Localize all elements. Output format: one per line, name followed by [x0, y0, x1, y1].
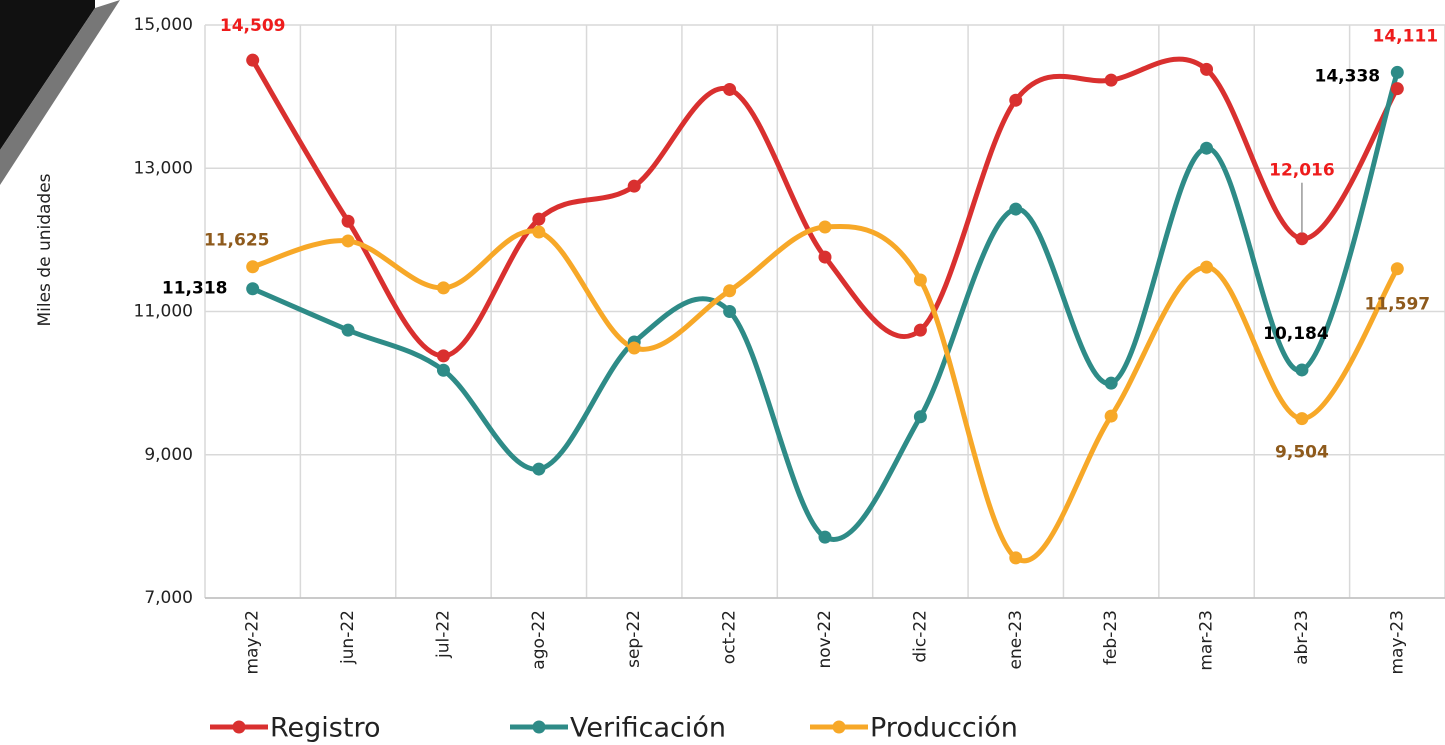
decoration [0, 0, 95, 150]
data-point [818, 220, 832, 234]
legend-label: Producción [870, 713, 1018, 744]
x-tick-label: abr-23 [1292, 610, 1312, 665]
x-tick-label: nov-22 [815, 610, 835, 669]
data-point [913, 323, 927, 337]
data-point [532, 212, 546, 226]
data-point [1295, 412, 1309, 426]
legend-item: Verificación [510, 713, 726, 744]
x-tick-label: jul-22 [433, 610, 453, 659]
legend-swatch-marker [532, 720, 546, 734]
x-tick-label: ago-22 [529, 610, 549, 670]
data-point [436, 349, 450, 363]
y-axis-label: Miles de unidades [35, 173, 55, 326]
data-point [723, 82, 737, 96]
x-tick-label: may-22 [243, 610, 263, 675]
data-point [1390, 262, 1404, 276]
data-point [436, 281, 450, 295]
data-point [1009, 93, 1023, 107]
data-point [341, 323, 355, 337]
data-point [1390, 65, 1404, 79]
data-point [246, 260, 260, 274]
decoration [0, 0, 120, 185]
series-line [251, 223, 1400, 564]
data-point [1009, 551, 1023, 565]
data-point [1104, 73, 1118, 87]
data-point [723, 305, 737, 318]
data-point [341, 214, 355, 228]
data-point [532, 225, 546, 239]
data-label: 9,504 [1275, 443, 1329, 463]
x-tick-label: oct-22 [720, 610, 740, 664]
data-label: 14,509 [220, 16, 286, 36]
legend-label: Verificación [570, 713, 726, 744]
legend-label: Registro [270, 713, 380, 744]
series-line [251, 71, 1400, 542]
x-tick-label: dic-22 [910, 610, 930, 663]
data-point [246, 282, 260, 296]
x-tick-label: feb-23 [1101, 610, 1121, 665]
x-tick-label: mar-23 [1197, 610, 1217, 671]
legend-item: Producción [810, 713, 1018, 744]
data-label: 11,597 [1365, 295, 1431, 315]
data-point [246, 53, 260, 67]
x-tick-label: may-23 [1387, 610, 1407, 675]
legend-swatch-marker [832, 720, 846, 734]
data-point [341, 234, 355, 248]
legend-item: Registro [210, 713, 380, 744]
data-point [818, 250, 832, 264]
data-point [1390, 82, 1404, 96]
data-label: 12,016 [1269, 161, 1335, 181]
y-tick-label: 11,000 [134, 302, 193, 322]
data-point [913, 410, 927, 424]
data-point [436, 363, 450, 377]
data-point [1104, 409, 1118, 423]
x-tick-label: sep-22 [624, 610, 644, 668]
data-point [1104, 376, 1118, 390]
data-point [1009, 202, 1023, 216]
data-point [723, 284, 737, 298]
data-point [532, 462, 546, 476]
data-label: 10,184 [1263, 324, 1329, 344]
data-point [627, 179, 641, 193]
data-point [627, 341, 641, 355]
data-point [818, 530, 832, 544]
data-label: 11,318 [162, 279, 228, 299]
legend-swatch-marker [232, 720, 246, 734]
y-tick-label: 13,000 [134, 158, 193, 178]
y-tick-label: 15,000 [134, 15, 193, 35]
data-point [1295, 363, 1309, 377]
data-point [1200, 62, 1214, 76]
data-label: 14,111 [1373, 27, 1439, 47]
y-tick-label: 7,000 [144, 588, 193, 608]
data-point [1200, 260, 1214, 274]
data-point [1200, 141, 1214, 155]
x-tick-label: jun-22 [338, 610, 358, 665]
data-point [913, 273, 927, 287]
data-label: 14,338 [1315, 66, 1381, 86]
y-tick-label: 9,000 [144, 445, 193, 465]
data-label: 11,625 [204, 231, 270, 251]
x-tick-label: ene-23 [1006, 610, 1026, 669]
data-point [1295, 232, 1309, 246]
